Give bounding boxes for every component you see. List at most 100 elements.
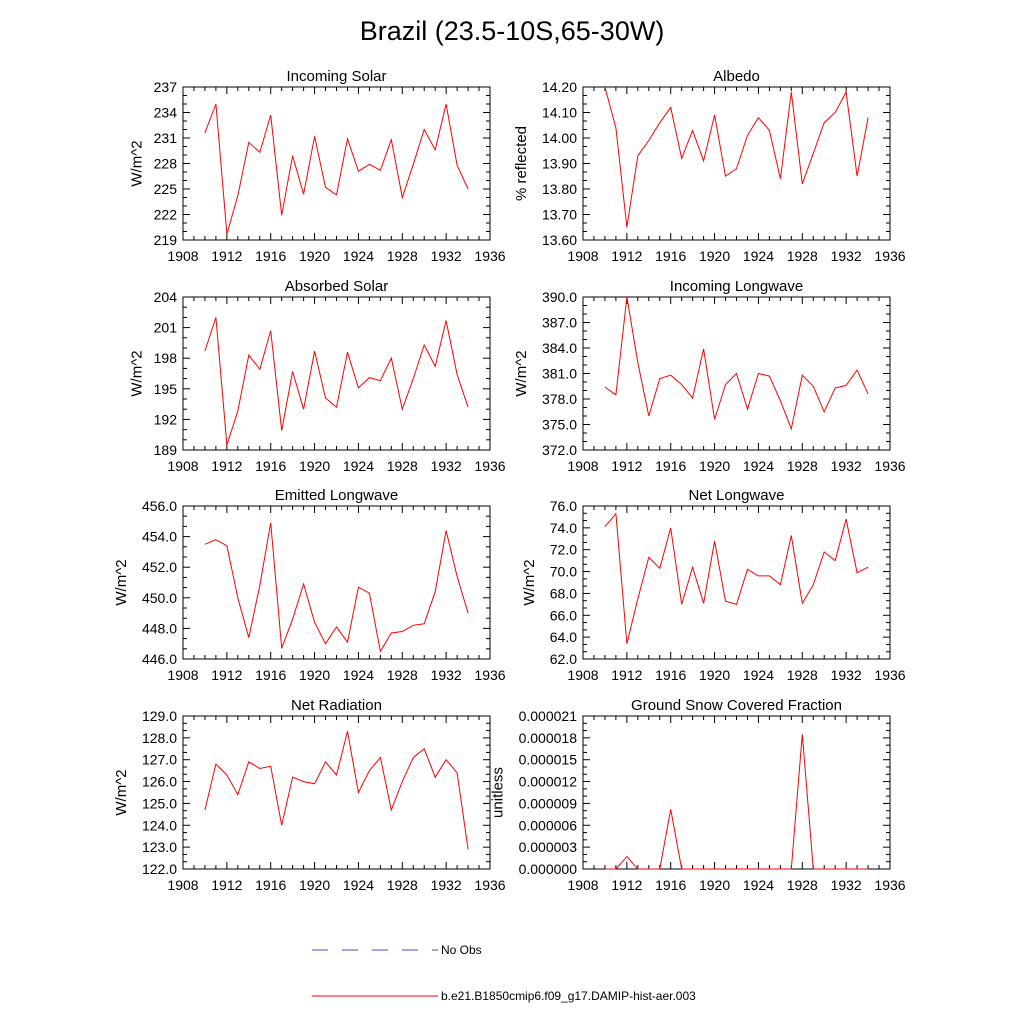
y-tick-label: 0.000003 xyxy=(519,839,578,855)
x-tick-label: 1912 xyxy=(211,458,242,474)
x-tick-label: 1916 xyxy=(255,458,286,474)
panel-title: Absorbed Solar xyxy=(285,278,388,295)
y-tick-label: 70.0 xyxy=(550,564,577,580)
x-tick-label: 1936 xyxy=(874,877,905,893)
x-tick-label: 1928 xyxy=(387,248,418,264)
x-tick-label: 1932 xyxy=(831,667,862,683)
x-tick-label: 1936 xyxy=(474,458,505,474)
x-tick-label: 1924 xyxy=(743,458,774,474)
y-tick-label: 0.000000 xyxy=(519,861,578,877)
x-tick-label: 1912 xyxy=(611,458,642,474)
x-tick-label: 1928 xyxy=(387,667,418,683)
x-tick-label: 1924 xyxy=(343,667,374,683)
x-tick-label: 1932 xyxy=(431,877,462,893)
x-tick-label: 1928 xyxy=(787,877,818,893)
y-tick-label: 76.0 xyxy=(550,498,577,514)
x-tick-label: 1932 xyxy=(431,248,462,264)
y-tick-label: 66.0 xyxy=(550,607,577,623)
series-line xyxy=(204,317,469,446)
x-tick-label: 1920 xyxy=(299,248,330,264)
y-tick-label: 219 xyxy=(154,232,178,248)
chart-panel: Net Radiation 1908 1912 1916 1920 1924 1928 193… xyxy=(113,697,506,893)
y-tick-label: 378.0 xyxy=(542,391,577,407)
x-tick-label: 1916 xyxy=(255,877,286,893)
x-tick-label: 1908 xyxy=(567,248,598,264)
x-tick-label: 1924 xyxy=(743,667,774,683)
panel-title: Incoming Solar xyxy=(286,68,386,85)
y-tick-label: 237 xyxy=(154,79,178,95)
y-tick-label: 201 xyxy=(154,320,178,336)
x-tick-label: 1912 xyxy=(211,667,242,683)
series-line xyxy=(204,522,469,653)
y-tick-label: 0.000009 xyxy=(519,795,578,811)
panels-group: Incoming Solar 1908 1912 1916 1920 1924 1928 19… xyxy=(113,68,906,893)
x-tick-label: 1928 xyxy=(387,877,418,893)
legend-no-obs-label: No Obs xyxy=(441,943,482,957)
series-line xyxy=(604,86,869,228)
y-tick-label: 14.10 xyxy=(542,105,577,121)
x-tick-label: 1920 xyxy=(699,667,730,683)
x-tick-label: 1912 xyxy=(611,877,642,893)
y-tick-label: 122.0 xyxy=(142,861,177,877)
plot-frame xyxy=(182,505,491,660)
y-tick-label: 125.0 xyxy=(142,795,177,811)
y-tick-label: 14.00 xyxy=(542,130,577,146)
plot-frame xyxy=(182,715,491,870)
panel-title: Ground Snow Covered Fraction xyxy=(631,697,842,714)
y-tick-label: 231 xyxy=(154,130,178,146)
x-tick-label: 1936 xyxy=(874,458,905,474)
y-tick-label: 13.80 xyxy=(542,181,577,197)
series-line xyxy=(604,734,869,870)
x-tick-label: 1908 xyxy=(167,458,198,474)
y-tick-label: 204 xyxy=(154,289,178,305)
x-tick-label: 1936 xyxy=(474,248,505,264)
y-tick-label: 234 xyxy=(154,105,178,121)
y-tick-label: 74.0 xyxy=(550,520,577,536)
x-tick-label: 1924 xyxy=(343,248,374,264)
y-tick-label: 381.0 xyxy=(542,366,577,382)
y-tick-label: 64.0 xyxy=(550,629,577,645)
y-tick-label: 0.000018 xyxy=(519,730,578,746)
y-axis-label: W/m^2 xyxy=(521,559,538,605)
x-tick-label: 1924 xyxy=(743,248,774,264)
x-tick-label: 1920 xyxy=(699,877,730,893)
y-axis-label: unitless xyxy=(490,767,507,818)
y-tick-label: 129.0 xyxy=(142,708,177,724)
x-tick-label: 1908 xyxy=(567,458,598,474)
plot-frame xyxy=(182,86,491,241)
x-tick-label: 1912 xyxy=(211,877,242,893)
x-tick-label: 1936 xyxy=(474,877,505,893)
y-tick-label: 124.0 xyxy=(142,817,177,833)
x-tick-label: 1928 xyxy=(387,458,418,474)
x-tick-label: 1928 xyxy=(787,458,818,474)
y-axis-label: W/m^2 xyxy=(113,769,130,815)
series-line xyxy=(204,103,469,235)
panel-title: Net Longwave xyxy=(689,487,785,504)
y-tick-label: 127.0 xyxy=(142,752,177,768)
x-tick-label: 1912 xyxy=(211,248,242,264)
y-axis-label: W/m^2 xyxy=(129,350,146,396)
y-tick-label: 390.0 xyxy=(542,289,577,305)
y-axis-label: W/m^2 xyxy=(113,559,130,605)
y-tick-label: 189 xyxy=(154,442,178,458)
chart-panel: Incoming Solar 1908 1912 1916 1920 1924 1928 19… xyxy=(129,68,506,264)
legend: No Obs b.e21.B1850cmip6.f09_g17.DAMIP-hi… xyxy=(312,943,696,1003)
y-tick-label: 62.0 xyxy=(550,651,577,667)
y-tick-label: 452.0 xyxy=(142,559,177,575)
y-tick-label: 222 xyxy=(154,207,178,223)
y-tick-label: 192 xyxy=(154,411,178,427)
y-tick-label: 372.0 xyxy=(542,442,577,458)
x-tick-label: 1916 xyxy=(655,458,686,474)
x-tick-label: 1932 xyxy=(431,667,462,683)
y-tick-label: 0.000012 xyxy=(519,774,578,790)
y-tick-label: 384.0 xyxy=(542,340,577,356)
x-tick-label: 1924 xyxy=(343,877,374,893)
chart-panel: Incoming Longwave 1908 1912 1916 1920 1924 192… xyxy=(513,278,906,474)
x-tick-label: 1916 xyxy=(255,248,286,264)
panel-title: Emitted Longwave xyxy=(275,487,398,504)
chart-panel: Ground Snow Covered Fraction 1908 1912 1916… xyxy=(490,697,906,893)
chart-panel: Net Longwave 1908 1912 1916 1920 1924 1928 1932… xyxy=(521,487,906,683)
legend-model-label: b.e21.B1850cmip6.f09_g17.DAMIP-hist-aer.… xyxy=(441,989,696,1003)
y-tick-label: 123.0 xyxy=(142,839,177,855)
y-tick-label: 126.0 xyxy=(142,774,177,790)
